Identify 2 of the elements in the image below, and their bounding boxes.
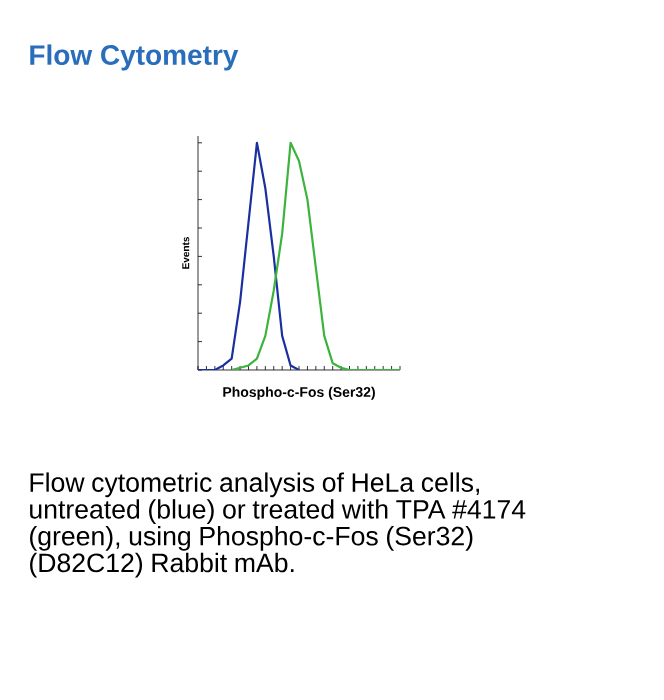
text: Flow cytometric analysis of HeLa cells, untreated (blue) or treated with TPA #4174 (green), using Phospho-c-Fos (Ser32) (D82C12) Rabbit mAb. — [30, 472, 526, 578]
chart-title: Flow Cytometry — [30, 44, 239, 71]
